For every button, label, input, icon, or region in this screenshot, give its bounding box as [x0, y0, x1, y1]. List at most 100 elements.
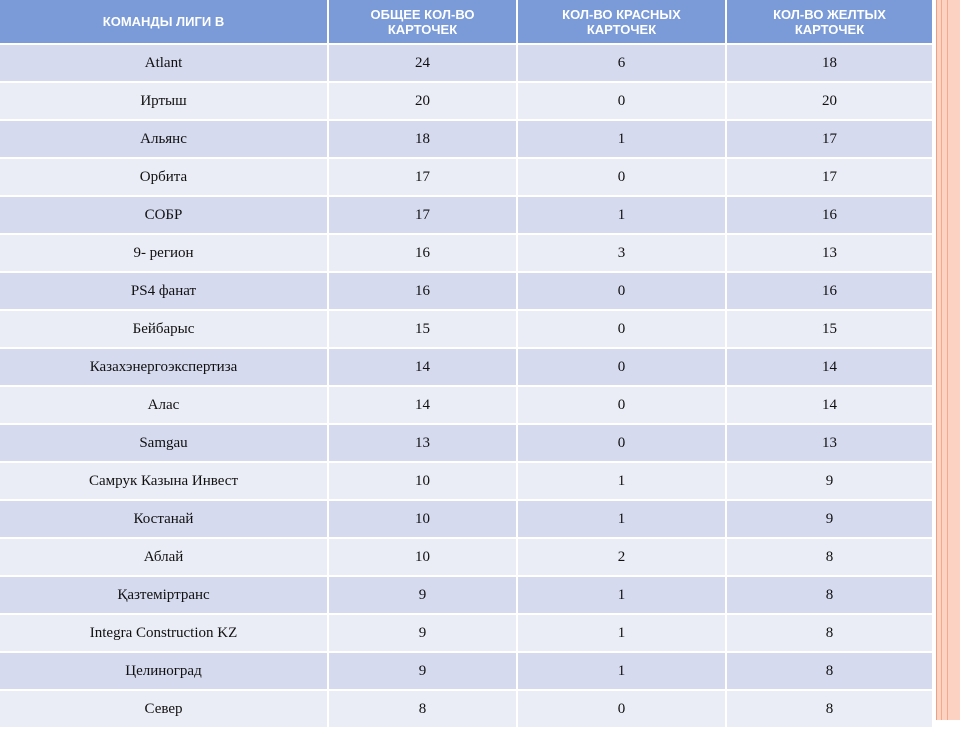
count-cell: 1 — [517, 462, 727, 501]
count-cell: 9 — [726, 462, 934, 501]
decoration-line — [941, 0, 942, 720]
count-cell: 14 — [328, 386, 518, 425]
count-cell: 16 — [726, 196, 934, 235]
table-row: Костанай 10 1 9 — [0, 500, 934, 539]
count-cell: 24 — [328, 44, 518, 83]
header-row: КОМАНДЫ ЛИГИ В ОБЩЕЕ КОЛ-ВО КАРТОЧЕК КОЛ-В… — [0, 0, 934, 45]
count-cell: 15 — [328, 310, 518, 349]
count-cell: 14 — [726, 386, 934, 425]
count-cell: 0 — [517, 272, 727, 311]
count-cell: 1 — [517, 652, 727, 691]
table-row: Бейбарыс 15 0 15 — [0, 310, 934, 349]
team-cell: Костанай — [0, 500, 329, 539]
count-cell: 9 — [328, 652, 518, 691]
count-cell: 1 — [517, 614, 727, 653]
header-cell: КОМАНДЫ ЛИГИ В — [0, 0, 329, 45]
count-cell: 13 — [726, 424, 934, 463]
count-cell: 14 — [726, 348, 934, 387]
decoration-line — [947, 0, 948, 720]
count-cell: 20 — [726, 82, 934, 121]
table-row: Integra Construction KZ 9 1 8 — [0, 614, 934, 653]
team-cell: Самрук Казына Инвест — [0, 462, 329, 501]
count-cell: 9 — [328, 614, 518, 653]
count-cell: 14 — [328, 348, 518, 387]
table-row: Аблай 10 2 8 — [0, 538, 934, 577]
count-cell: 17 — [726, 120, 934, 159]
count-cell: 8 — [328, 690, 518, 729]
count-cell: 0 — [517, 348, 727, 387]
count-cell: 16 — [328, 234, 518, 273]
count-cell: 0 — [517, 690, 727, 729]
table-row: Орбита 17 0 17 — [0, 158, 934, 197]
count-cell: 9 — [726, 500, 934, 539]
team-cell: Альянс — [0, 120, 329, 159]
count-cell: 3 — [517, 234, 727, 273]
table-row: Альянс 18 1 17 — [0, 120, 934, 159]
table-row: Алас 14 0 14 — [0, 386, 934, 425]
count-cell: 8 — [726, 538, 934, 577]
count-cell: 8 — [726, 614, 934, 653]
count-cell: 18 — [328, 120, 518, 159]
header-cell: КОЛ-ВО КРАСНЫХ КАРТОЧЕК — [517, 0, 727, 45]
table-row: Север 8 0 8 — [0, 690, 934, 729]
count-cell: 0 — [517, 158, 727, 197]
cards-table: КОМАНДЫ ЛИГИ В ОБЩЕЕ КОЛ-ВО КАРТОЧЕК КОЛ-В… — [0, 0, 934, 729]
team-cell: Казахэнергоэкспертиза — [0, 348, 329, 387]
count-cell: 0 — [517, 82, 727, 121]
team-cell: Алас — [0, 386, 329, 425]
table-row: Целиноград 9 1 8 — [0, 652, 934, 691]
count-cell: 20 — [328, 82, 518, 121]
count-cell: 1 — [517, 120, 727, 159]
count-cell: 1 — [517, 196, 727, 235]
table-row: PS4 фанат 16 0 16 — [0, 272, 934, 311]
count-cell: 2 — [517, 538, 727, 577]
count-cell: 9 — [328, 576, 518, 615]
header-cell: ОБЩЕЕ КОЛ-ВО КАРТОЧЕК — [328, 0, 518, 45]
count-cell: 10 — [328, 462, 518, 501]
count-cell: 6 — [517, 44, 727, 83]
table-row: Atlant 24 6 18 — [0, 44, 934, 83]
count-cell: 0 — [517, 424, 727, 463]
team-cell: Қазтеміртранс — [0, 576, 329, 615]
header-cell: КОЛ-ВО ЖЕЛТЫХ КАРТОЧЕК — [726, 0, 934, 45]
count-cell: 17 — [726, 158, 934, 197]
count-cell: 16 — [726, 272, 934, 311]
count-cell: 18 — [726, 44, 934, 83]
count-cell: 8 — [726, 576, 934, 615]
count-cell: 13 — [328, 424, 518, 463]
team-cell: PS4 фанат — [0, 272, 329, 311]
count-cell: 13 — [726, 234, 934, 273]
table-row: СОБР 17 1 16 — [0, 196, 934, 235]
count-cell: 1 — [517, 576, 727, 615]
table-row: Samgau 13 0 13 — [0, 424, 934, 463]
count-cell: 8 — [726, 652, 934, 691]
team-cell: Север — [0, 690, 329, 729]
team-cell: СОБР — [0, 196, 329, 235]
side-decoration — [936, 0, 960, 720]
team-cell: Samgau — [0, 424, 329, 463]
count-cell: 15 — [726, 310, 934, 349]
table-row: 9- регион 16 3 13 — [0, 234, 934, 273]
count-cell: 1 — [517, 500, 727, 539]
table-body: Atlant 24 6 18 Иртыш 20 0 20 Альянс 18 1 17 Орбита 17… — [0, 44, 934, 729]
count-cell: 16 — [328, 272, 518, 311]
team-cell: Integra Construction KZ — [0, 614, 329, 653]
count-cell: 10 — [328, 538, 518, 577]
count-cell: 10 — [328, 500, 518, 539]
team-cell: Бейбарыс — [0, 310, 329, 349]
count-cell: 17 — [328, 158, 518, 197]
team-cell: Иртыш — [0, 82, 329, 121]
team-cell: Целиноград — [0, 652, 329, 691]
table-row: Казахэнергоэкспертиза 14 0 14 — [0, 348, 934, 387]
count-cell: 8 — [726, 690, 934, 729]
count-cell: 17 — [328, 196, 518, 235]
count-cell: 0 — [517, 310, 727, 349]
team-cell: Аблай — [0, 538, 329, 577]
team-cell: Atlant — [0, 44, 329, 83]
table-row: Самрук Казына Инвест 10 1 9 — [0, 462, 934, 501]
team-cell: 9- регион — [0, 234, 329, 273]
table-row: Иртыш 20 0 20 — [0, 82, 934, 121]
team-cell: Орбита — [0, 158, 329, 197]
table-row: Қазтеміртранс 9 1 8 — [0, 576, 934, 615]
